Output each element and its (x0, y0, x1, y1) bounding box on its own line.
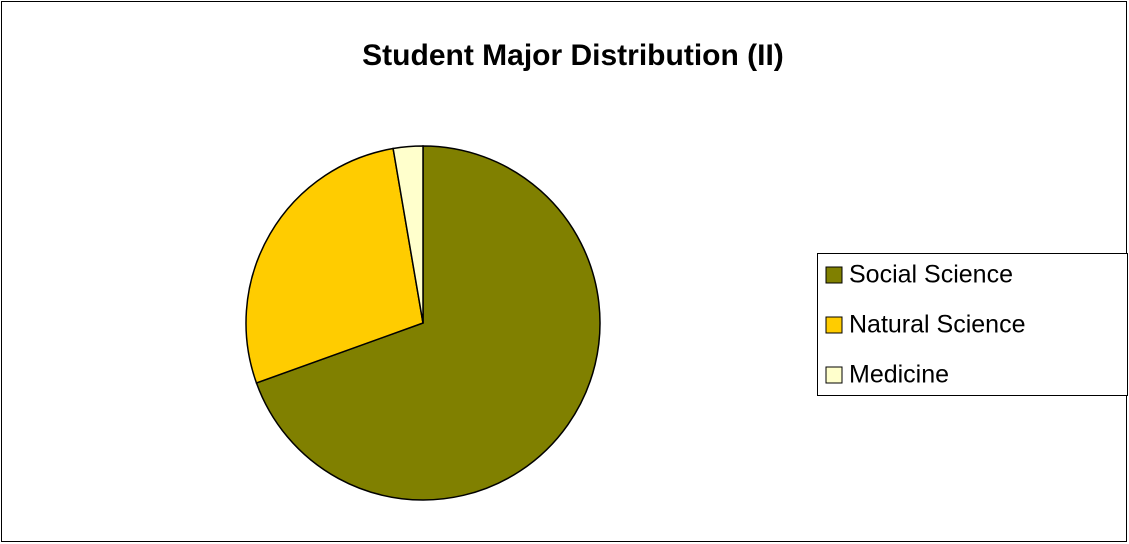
legend-label: Medicine (849, 361, 949, 389)
pie-slice (392, 145, 424, 324)
legend-label: Social Science (849, 261, 1013, 289)
legend-label: Natural Science (849, 311, 1025, 339)
legend-box (817, 253, 1128, 396)
pie-slice (255, 145, 601, 501)
pie-slice (245, 147, 424, 384)
legend-swatch (825, 366, 843, 384)
legend-swatch (825, 316, 843, 334)
chart-title: Student Major Distribution (II) (362, 39, 784, 72)
legend-swatch (825, 266, 843, 284)
